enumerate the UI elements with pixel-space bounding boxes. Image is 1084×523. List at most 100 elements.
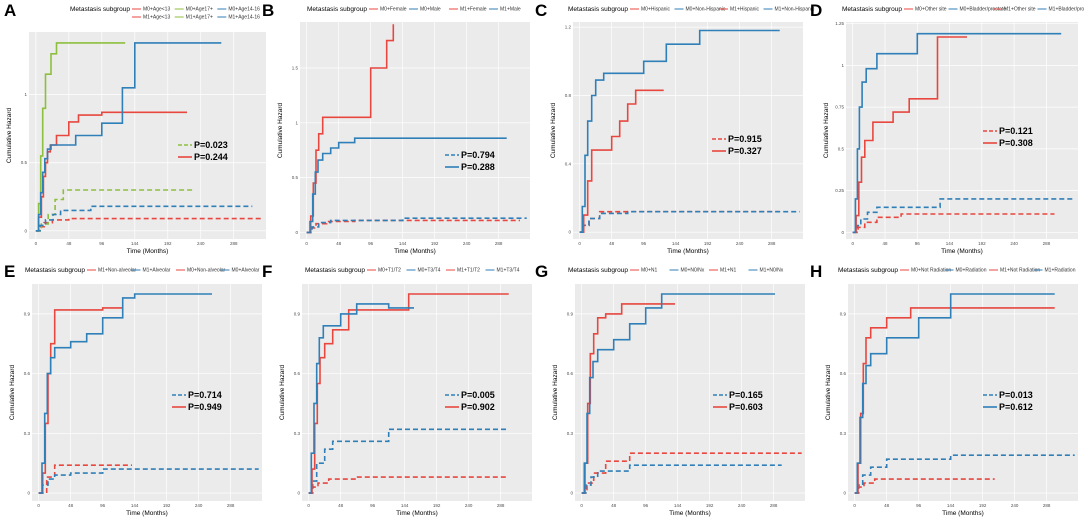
y-tick-label: 0.9 xyxy=(294,311,301,316)
x-tick-label: 0 xyxy=(305,241,308,246)
pvalue-label: P=0.794 xyxy=(461,150,495,160)
legend-item: M1+T1/T2 xyxy=(457,268,480,274)
series-line-m1-non-hispanic xyxy=(579,29,780,233)
legend-item: M0+N0/Nx xyxy=(681,268,705,274)
y-tick-label: 1 xyxy=(295,120,298,125)
x-tick-label: 96 xyxy=(915,241,921,246)
x-axis-label: Time (Months) xyxy=(667,248,709,255)
legend-item: M0+Bladder/prostate xyxy=(960,7,1007,13)
legend-item: M0+T1/T2 xyxy=(378,268,401,274)
pvalue-label: P=0.714 xyxy=(188,390,222,400)
series-line-m0-other-site xyxy=(852,213,1055,234)
panel-c: C Metastasis subgroup M0+Hispanic M0+Non-Hi… xyxy=(535,1,815,255)
y-tick-label: 0 xyxy=(297,491,300,496)
y-tick-label: 0.9 xyxy=(567,311,574,316)
legend: Metastasis subgroup M0+Hispanic M0+Non-His… xyxy=(568,6,815,13)
legend-item: M1+Hispanic xyxy=(730,7,760,13)
x-tick-label: 96 xyxy=(916,503,922,508)
y-tick-label: 0.3 xyxy=(24,431,31,436)
legend-title: Metastasis subgroup xyxy=(70,6,130,13)
x-tick-label: 144 xyxy=(399,241,407,246)
x-tick-label: 48 xyxy=(336,241,342,246)
pvalue-label: P=0.244 xyxy=(194,152,228,162)
x-tick-label: 0 xyxy=(307,503,310,508)
plot-area xyxy=(848,284,1078,501)
pvalue-label: P=0.121 xyxy=(999,126,1033,136)
legend-item: M1+Age14-16 xyxy=(228,15,260,21)
panel-b: B Metastasis subgroup M0+Female M0+Male M1+F… xyxy=(262,1,530,255)
legend-item: M0+Alveolar xyxy=(232,268,260,274)
legend-item: M1+Alveolar xyxy=(143,268,171,274)
x-tick-label: 48 xyxy=(68,503,74,508)
x-axis-label: Time (Months) xyxy=(396,510,438,517)
series-line-m1-other-site xyxy=(852,36,967,234)
series-line-m0-non-hispanic xyxy=(579,210,800,233)
panel-letter: C xyxy=(535,1,547,20)
y-axis-label: Cumulative Hazard xyxy=(825,364,832,420)
pvalue-label: P=0.603 xyxy=(729,402,763,412)
x-tick-label: 240 xyxy=(1010,241,1018,246)
x-tick-label: 48 xyxy=(882,241,888,246)
y-tick-label: 0.6 xyxy=(840,371,847,376)
legend-title: Metastasis subgroup xyxy=(305,267,365,274)
legend-title: Metastasis subgroup xyxy=(25,267,85,274)
legend-item: M0+Age17+ xyxy=(186,7,213,13)
panel-letter: H xyxy=(810,262,822,281)
x-tick-label: 48 xyxy=(884,503,890,508)
x-axis-label: Time (Months) xyxy=(669,510,711,517)
y-tick-label: 1.5 xyxy=(292,66,299,71)
legend-title: Metastasis subgroup xyxy=(568,6,628,13)
plot-area xyxy=(302,284,532,501)
pvalue-label: P=0.165 xyxy=(729,390,763,400)
series-line-m1-alveolar xyxy=(38,293,212,494)
legend-item: M1+T3/T4 xyxy=(497,268,520,274)
y-tick-label: 1 xyxy=(24,92,27,97)
y-axis-label: Cumulative Hazard xyxy=(550,102,557,158)
x-axis-label: Time (Months) xyxy=(126,510,168,517)
y-tick-label: 1.25 xyxy=(835,21,844,26)
plot-area xyxy=(846,22,1078,239)
legend-item: M0+Radiation xyxy=(956,268,987,274)
x-tick-label: 288 xyxy=(495,241,503,246)
panel-letter: G xyxy=(535,262,548,281)
series-line-m1-male xyxy=(306,137,507,234)
x-tick-label: 192 xyxy=(164,241,172,246)
y-tick-label: 1.2 xyxy=(565,25,572,30)
pvalue-label: P=0.288 xyxy=(461,162,495,172)
panel-f: F Metastasis subgroup M0+T1/T2 M0+T3/T4 M1+T… xyxy=(262,262,532,517)
x-axis-label: Time (Months) xyxy=(127,248,169,255)
panel-d: D Metastasis subgroup M0+Other site M0+Blad… xyxy=(810,1,1084,255)
y-tick-label: 0.3 xyxy=(294,431,301,436)
x-tick-label: 192 xyxy=(979,503,987,508)
x-tick-label: 0 xyxy=(578,241,581,246)
series-line-m0-t3-t4 xyxy=(308,428,509,494)
y-tick-label: 0 xyxy=(568,230,571,235)
legend-item: M0+Not Radiation xyxy=(911,268,951,274)
panel-letter: F xyxy=(262,262,272,281)
legend: Metastasis subgroup M0+Other site M0+Bladd… xyxy=(842,6,1084,13)
x-tick-label: 192 xyxy=(706,503,714,508)
y-tick-label: 0.5 xyxy=(21,160,28,165)
legend-item: M1+N1 xyxy=(720,268,736,274)
legend: Metastasis subgroup M0+Not Radiation M0+Ra… xyxy=(838,267,1076,274)
legend-item: M0+Age14-16 xyxy=(228,7,260,13)
panel-letter: B xyxy=(262,1,274,20)
x-tick-label: 144 xyxy=(131,503,139,508)
legend-item: M1+Not Radiation xyxy=(1000,268,1040,274)
legend-item: M1+Age17+ xyxy=(186,15,213,21)
x-tick-label: 192 xyxy=(704,241,712,246)
legend-item: M1+Non-Hispanic xyxy=(775,7,815,13)
x-tick-label: 288 xyxy=(1043,241,1051,246)
x-tick-label: 192 xyxy=(163,503,171,508)
legend-item: M1+Non-alveolar xyxy=(98,268,137,274)
y-tick-label: 0.4 xyxy=(565,161,572,166)
legend-item: M0+Age<13 xyxy=(143,7,170,13)
x-tick-label: 240 xyxy=(465,503,473,508)
legend-item: M0+N1 xyxy=(641,268,657,274)
series-line-m1-n0-nx xyxy=(581,293,775,494)
y-tick-label: 0.25 xyxy=(835,188,844,193)
series-line-m0-n0-nx xyxy=(581,464,782,494)
x-tick-label: 288 xyxy=(227,503,235,508)
panel-h: H Metastasis subgroup M0+Not Radiation M0+R… xyxy=(810,262,1078,517)
